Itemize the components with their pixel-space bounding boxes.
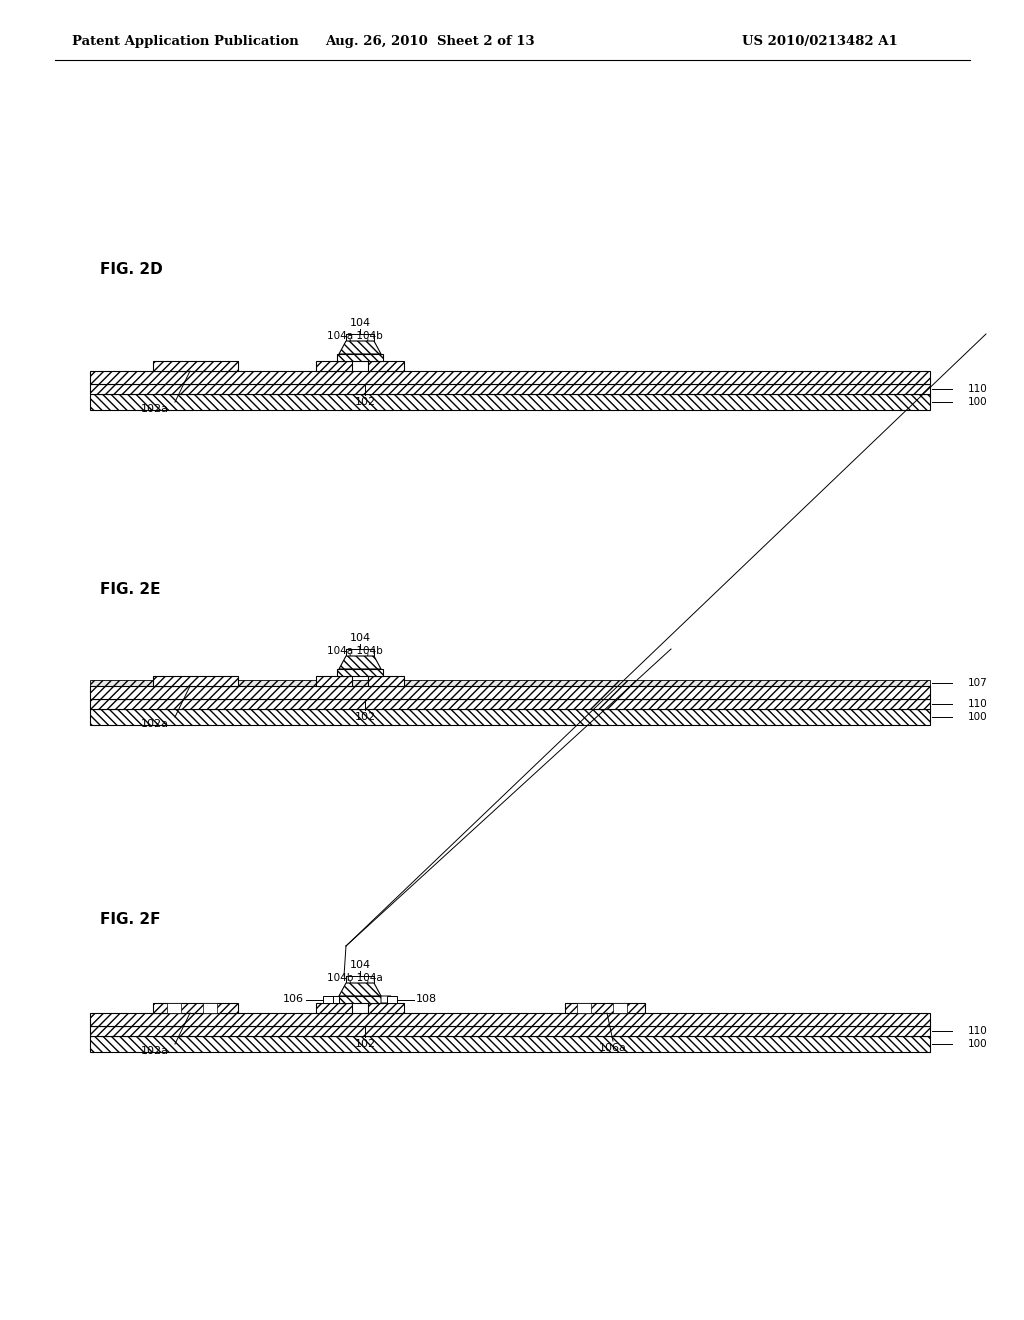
Text: 104: 104 [349,318,371,327]
Polygon shape [381,997,391,1003]
Text: US 2010/0213482 A1: US 2010/0213482 A1 [742,36,898,49]
Bar [90,371,930,384]
Text: 102a: 102a [141,719,169,729]
Bar [316,360,352,371]
Text: 104: 104 [349,960,371,970]
Bar [153,360,238,371]
Bar [203,1003,217,1012]
Bar [368,360,404,371]
Text: 110: 110 [968,1026,988,1036]
Bar [565,1003,645,1012]
Text: Patent Application Publication: Patent Application Publication [72,36,299,49]
Bar [323,997,333,1003]
Polygon shape [339,656,381,669]
Text: 102: 102 [354,711,376,722]
Text: 107: 107 [968,678,988,688]
Bar [90,680,930,686]
Bar [90,1026,930,1036]
Text: 104a 104b: 104a 104b [327,331,383,341]
Text: 106: 106 [283,994,304,1005]
Bar [316,1003,352,1012]
Bar [90,1012,930,1026]
Text: 100: 100 [968,711,987,722]
Bar [337,997,383,1003]
Text: 102a: 102a [141,1045,169,1056]
Bar [337,354,383,360]
Polygon shape [339,983,381,997]
Text: 108: 108 [416,994,437,1005]
Bar [613,1003,627,1012]
Bar [167,1003,181,1012]
Text: FIG. 2D: FIG. 2D [100,263,163,277]
Text: FIG. 2E: FIG. 2E [100,582,161,598]
Bar [368,676,404,686]
Bar [368,1003,404,1012]
Text: 104a 104b: 104a 104b [327,645,383,656]
Text: 106a: 106a [599,1043,627,1053]
Text: FIG. 2F: FIG. 2F [100,912,161,928]
Bar [90,393,930,411]
Polygon shape [329,997,339,1003]
Text: 104b 104a: 104b 104a [327,973,383,983]
Bar [90,384,930,393]
Bar [337,669,383,676]
Bar [90,709,930,725]
Text: 110: 110 [968,700,988,709]
Polygon shape [339,341,381,354]
Text: 102: 102 [354,1039,376,1049]
Text: 110: 110 [968,384,988,393]
Bar [90,700,930,709]
Bar [387,997,397,1003]
Text: 100: 100 [968,1039,987,1049]
Text: 100: 100 [968,397,987,407]
Text: 102a: 102a [141,404,169,414]
Text: 104: 104 [349,634,371,643]
Text: 102: 102 [354,397,376,407]
Bar [90,1036,930,1052]
Bar [316,676,352,686]
Bar [577,1003,591,1012]
Text: Aug. 26, 2010  Sheet 2 of 13: Aug. 26, 2010 Sheet 2 of 13 [326,36,535,49]
Bar [153,676,238,686]
Bar [153,1003,238,1012]
Bar [90,686,930,700]
